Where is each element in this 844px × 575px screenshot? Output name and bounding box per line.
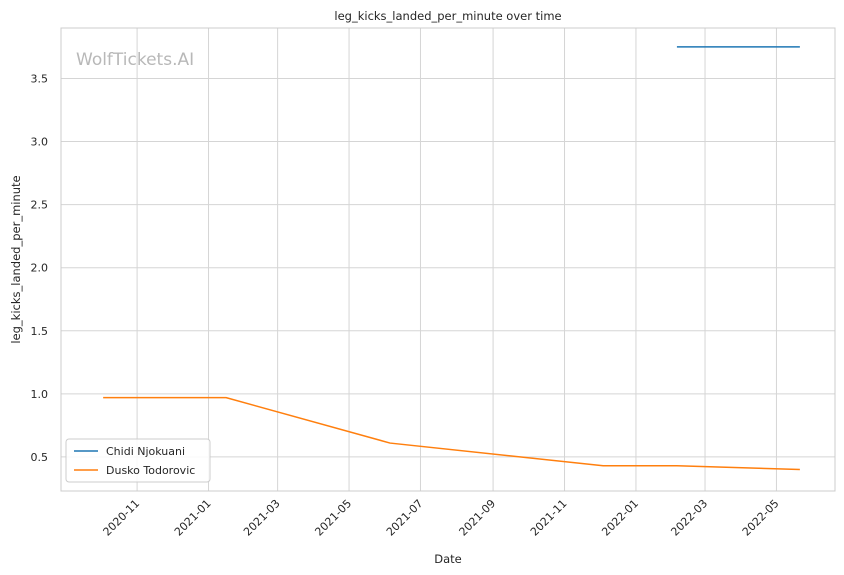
x-tick-label: 2021-09: [457, 497, 499, 539]
x-axis-ticks: 2020-11 2021-01 2021-03 2021-05 2021-07 2021-…: [101, 497, 782, 539]
y-tick-label: 0.5: [31, 451, 49, 464]
y-tick-label: 3.0: [31, 136, 49, 149]
x-tick-label: 2022-03: [668, 497, 710, 539]
x-tick-label: 2021-03: [241, 497, 283, 539]
grid-lines: [61, 28, 835, 491]
legend-entry-label: Chidi Njokuani: [106, 445, 185, 458]
legend-box: [65, 438, 211, 483]
y-tick-label: 2.0: [31, 262, 49, 275]
chart-title: leg_kicks_landed_per_minute over time: [334, 9, 561, 23]
watermark: WolfTickets.AI: [76, 50, 194, 70]
series-line-1: [103, 396, 800, 471]
x-tick-label: 2022-05: [740, 497, 782, 539]
x-tick-label: 2021-07: [384, 497, 426, 539]
y-tick-label: 1.5: [31, 325, 49, 338]
y-tick-label: 1.0: [31, 388, 49, 401]
y-tick-label: 2.5: [31, 199, 49, 212]
x-tick-label: 2021-01: [172, 497, 214, 539]
x-tick-label: 2021-11: [528, 497, 570, 539]
x-axis-label: Date: [434, 552, 462, 566]
legend: Chidi Njokuani Dusko Todorovic: [65, 438, 211, 483]
y-axis-ticks: 0.5 1.0 1.5 2.0 2.5 3.0 3.5: [31, 72, 49, 463]
y-tick-label: 3.5: [31, 72, 49, 85]
x-tick-label: 2022-01: [599, 497, 641, 539]
legend-entry-label: Dusko Todorovic: [106, 464, 195, 477]
x-tick-label: 2020-11: [101, 497, 143, 539]
y-axis-label: leg_kicks_landed_per_minute: [9, 175, 23, 343]
series-lines: [103, 46, 800, 471]
x-tick-label: 2021-05: [312, 497, 354, 539]
plot-area-frame: [60, 27, 836, 492]
